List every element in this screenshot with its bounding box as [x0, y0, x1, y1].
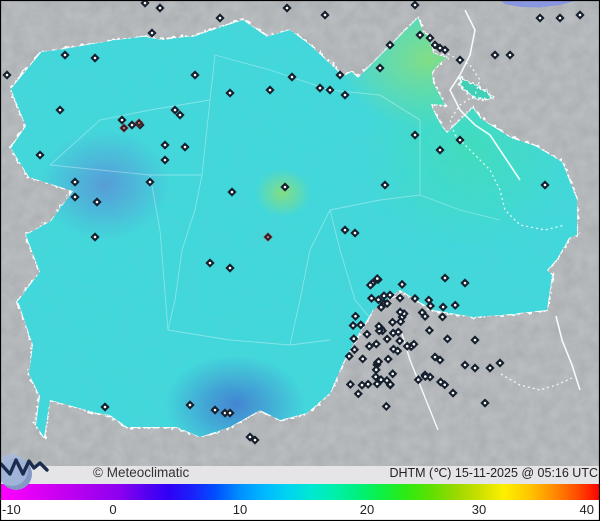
svg-text:0: 0 — [109, 502, 116, 517]
svg-text:30: 30 — [472, 502, 486, 517]
svg-text:DHTM (℃) 15-11-2025 @ 05:16 U: DHTM (℃) 15-11-2025 @ 05:16 UTC — [389, 466, 598, 480]
svg-text:40: 40 — [580, 502, 594, 517]
svg-text:-10: -10 — [2, 502, 21, 517]
svg-text:10: 10 — [233, 502, 247, 517]
svg-text:© Meteoclimatic: © Meteoclimatic — [93, 465, 189, 480]
svg-text:20: 20 — [360, 502, 374, 517]
